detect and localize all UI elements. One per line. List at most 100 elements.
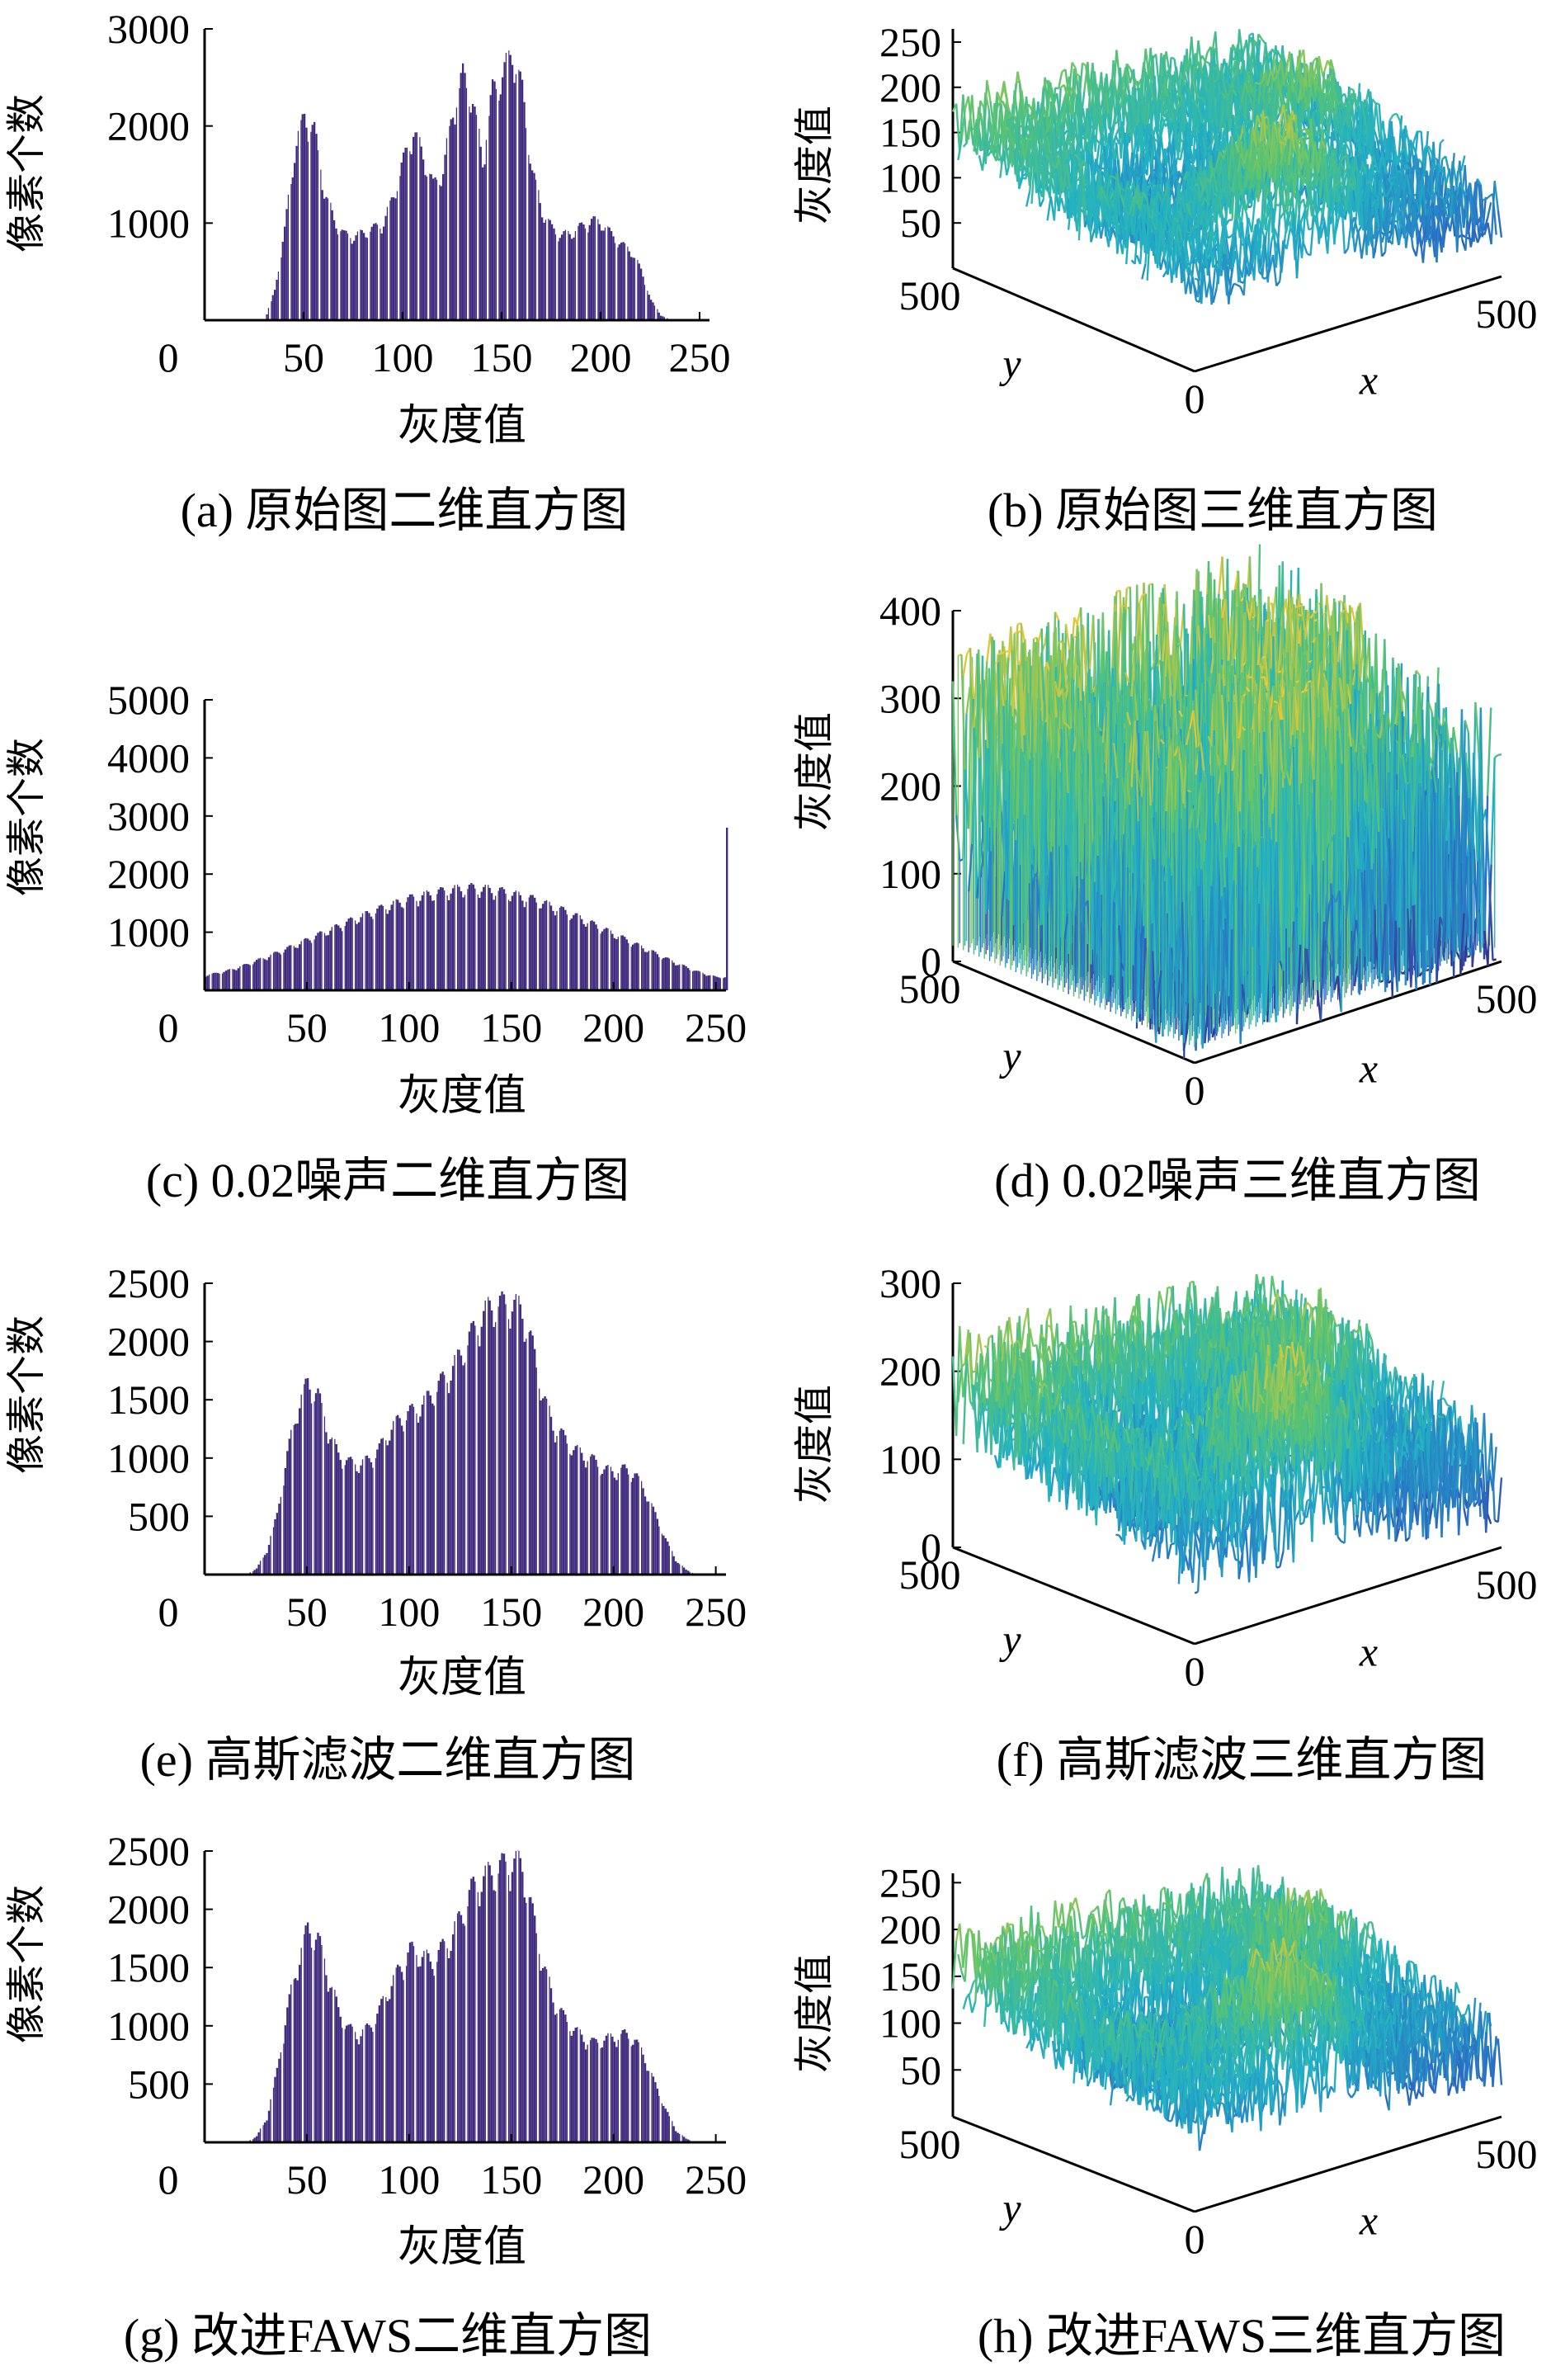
bar bbox=[531, 170, 534, 320]
bar bbox=[365, 911, 369, 990]
surface-segment bbox=[1011, 113, 1016, 118]
z-tick-label: 200 bbox=[879, 763, 941, 810]
bar bbox=[370, 916, 373, 990]
bar bbox=[278, 952, 280, 990]
bar bbox=[307, 141, 310, 320]
bar bbox=[582, 224, 585, 320]
bar bbox=[429, 895, 431, 990]
bar bbox=[521, 900, 524, 990]
bar bbox=[478, 128, 480, 320]
ylabel-a: 像素个数 bbox=[5, 94, 49, 253]
surface-segment bbox=[1171, 56, 1176, 60]
bar bbox=[299, 944, 301, 990]
x-axis-label: x bbox=[1359, 357, 1378, 404]
bar bbox=[274, 290, 276, 320]
surface-segment bbox=[1153, 93, 1160, 112]
bar bbox=[281, 241, 284, 320]
bar bbox=[325, 196, 328, 320]
y-tick-label: 5000 bbox=[107, 677, 190, 723]
bar bbox=[570, 918, 573, 990]
bar bbox=[255, 960, 258, 990]
surface-segment bbox=[1266, 54, 1272, 59]
bar bbox=[450, 893, 452, 990]
bar bbox=[305, 127, 308, 320]
bar bbox=[525, 128, 528, 320]
bar bbox=[267, 956, 271, 990]
bar bbox=[458, 87, 460, 321]
bar bbox=[621, 935, 624, 990]
bar bbox=[515, 73, 518, 320]
bar bbox=[547, 218, 549, 320]
x-tick-label: 250 bbox=[685, 1004, 747, 1051]
bar bbox=[284, 226, 286, 320]
bar bbox=[663, 317, 667, 320]
y-tick-label: 2000 bbox=[107, 103, 190, 149]
surface-segment bbox=[1097, 97, 1104, 132]
bar bbox=[441, 887, 444, 990]
surface-segment bbox=[1024, 103, 1030, 118]
surface-segment bbox=[1212, 65, 1218, 71]
bar bbox=[682, 965, 686, 990]
surface-segment bbox=[1005, 127, 1010, 130]
surface-segment bbox=[1020, 125, 1024, 128]
bar bbox=[343, 230, 346, 320]
bar bbox=[513, 891, 516, 990]
bar bbox=[475, 115, 478, 320]
bar bbox=[605, 928, 608, 990]
surface-segment bbox=[1153, 184, 1157, 187]
surface-segment bbox=[1043, 106, 1049, 129]
surface-segment bbox=[973, 119, 978, 152]
bar bbox=[462, 897, 464, 990]
bar bbox=[632, 257, 634, 320]
bar bbox=[652, 950, 655, 990]
bar bbox=[544, 220, 548, 320]
bar bbox=[662, 316, 664, 320]
surface-segment bbox=[1005, 101, 1011, 112]
bar bbox=[411, 894, 413, 990]
surface-segment bbox=[1078, 75, 1084, 135]
bar bbox=[642, 276, 644, 320]
bar bbox=[417, 906, 420, 990]
bar bbox=[517, 69, 520, 320]
bar bbox=[464, 73, 466, 321]
bar bbox=[243, 964, 246, 990]
bar bbox=[631, 944, 634, 990]
surface-segment bbox=[1497, 210, 1503, 238]
bar bbox=[512, 64, 514, 321]
bar bbox=[611, 933, 614, 990]
bar bbox=[434, 177, 436, 320]
bar bbox=[333, 220, 336, 320]
bar bbox=[403, 152, 405, 320]
bar bbox=[349, 238, 351, 320]
bar bbox=[304, 113, 306, 320]
bar bbox=[321, 190, 323, 320]
ylabel-c: 像素个数 bbox=[5, 738, 49, 896]
bar bbox=[531, 895, 534, 990]
bar bbox=[573, 237, 575, 320]
surface-segment bbox=[1303, 243, 1308, 254]
bar bbox=[509, 54, 512, 320]
bar bbox=[359, 229, 361, 320]
surface-segment bbox=[986, 80, 992, 102]
bar bbox=[270, 301, 272, 320]
bar bbox=[212, 972, 215, 990]
surface-segment bbox=[988, 125, 994, 154]
surface-segment bbox=[1194, 66, 1199, 70]
bar bbox=[454, 124, 456, 320]
bar bbox=[549, 220, 551, 320]
bar bbox=[419, 900, 422, 990]
bar bbox=[592, 216, 595, 320]
bar bbox=[608, 227, 610, 320]
bar bbox=[370, 226, 373, 320]
z-tick-label: 150 bbox=[879, 110, 941, 156]
bar bbox=[656, 309, 658, 320]
surface-segment bbox=[1068, 76, 1074, 120]
bar bbox=[530, 895, 532, 990]
bar bbox=[288, 945, 290, 990]
z-tick-label: 200 bbox=[879, 64, 941, 111]
surface-segment bbox=[1066, 97, 1072, 141]
bar bbox=[624, 243, 627, 320]
bar bbox=[489, 95, 492, 320]
bar bbox=[266, 314, 268, 320]
